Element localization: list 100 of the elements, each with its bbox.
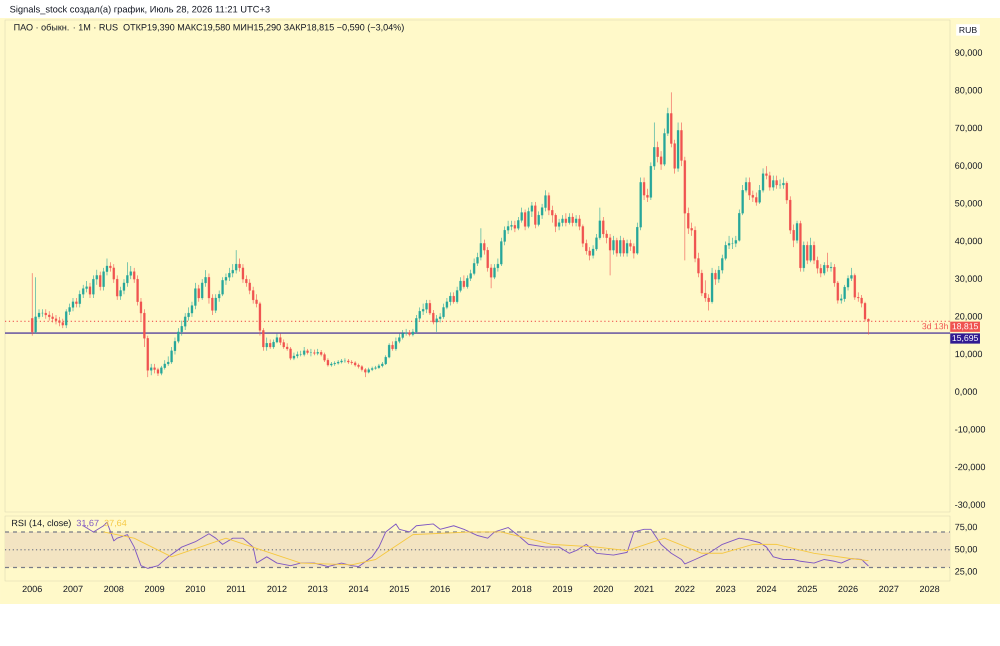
candlestick <box>415 314 418 334</box>
y-tick-label: 30,000 <box>955 275 982 283</box>
y-tick-label: 80,000 <box>955 87 982 95</box>
y-tick-label: 50,00 <box>955 546 978 554</box>
x-tick-label: 2013 <box>308 586 328 592</box>
candlestick <box>391 341 394 352</box>
y-tick-label: 50,000 <box>955 200 982 208</box>
candlestick <box>616 237 618 257</box>
candlestick <box>564 212 568 227</box>
x-tick-label: 2028 <box>920 586 940 592</box>
candlestick <box>452 292 455 304</box>
x-tick-label: 2012 <box>267 586 287 592</box>
candlestick <box>34 276 37 334</box>
candlestick <box>538 211 540 227</box>
ref-line-label: 18,815 <box>952 323 978 330</box>
candlestick <box>252 286 254 304</box>
y-tick-label: 90,000 <box>955 49 982 57</box>
x-tick-label: 2015 <box>390 586 410 592</box>
candlestick <box>554 212 557 232</box>
candlestick <box>823 262 826 276</box>
x-tick-label: 2018 <box>512 586 532 592</box>
candlestick <box>714 269 717 286</box>
candlestick <box>164 360 166 370</box>
candlestick <box>588 246 591 261</box>
chart-title: ПАО · обыкн. · 1M · RUS <box>14 24 118 30</box>
annotation: 31,67 <box>76 520 99 528</box>
candlestick <box>775 175 778 190</box>
candlestick <box>568 212 570 225</box>
candlestick <box>214 294 217 314</box>
y-axis-title: RUB <box>960 26 977 34</box>
candlestick <box>75 298 78 308</box>
candlestick <box>802 241 805 272</box>
candlestick <box>228 268 231 282</box>
candlestick <box>626 239 628 257</box>
text: Signals_stock создал(а) график, Июль 28, 2026 11:21 UTC+3 <box>10 6 270 14</box>
candlestick <box>153 364 156 374</box>
candlestick <box>796 220 798 244</box>
x-tick-label: 2019 <box>552 586 572 592</box>
y-tick-label: 60,000 <box>955 162 982 170</box>
candlestick <box>466 275 468 289</box>
candlestick <box>408 330 411 337</box>
candlestick <box>572 212 574 227</box>
candlestick <box>830 262 832 272</box>
candlestick <box>602 216 604 238</box>
candlestick <box>436 314 438 332</box>
candlestick <box>708 294 710 311</box>
candlestick <box>235 250 238 274</box>
candlestick <box>731 237 734 250</box>
candlestick <box>548 192 550 216</box>
candlestick <box>65 309 68 328</box>
candlestick <box>279 333 282 346</box>
candlestick <box>130 266 132 280</box>
candlestick <box>160 366 163 376</box>
candlestick <box>826 252 829 272</box>
candlestick <box>156 367 160 376</box>
candlestick <box>755 192 758 206</box>
x-tick-label: 2009 <box>144 586 164 592</box>
candlestick <box>622 237 625 257</box>
candlestick <box>344 358 346 364</box>
candlestick <box>632 243 636 259</box>
candlestick <box>558 218 560 230</box>
y-tick-label: 0,000 <box>955 388 978 396</box>
candlestick <box>642 177 646 200</box>
candlestick <box>72 298 74 312</box>
candlestick <box>310 348 312 357</box>
candlestick <box>150 364 152 376</box>
y-tick-label: -30,000 <box>955 501 986 509</box>
candlestick <box>422 303 424 316</box>
candlestick <box>289 346 292 360</box>
x-tick-label: 2007 <box>63 586 83 592</box>
candlestick <box>524 209 526 230</box>
y-tick-label: -20,000 <box>955 464 986 472</box>
x-tick-label: 2024 <box>756 586 776 592</box>
x-tick-label: 2025 <box>798 586 817 592</box>
x-tick-label: 2027 <box>879 586 898 592</box>
candlestick <box>92 275 95 298</box>
candlestick <box>58 316 61 327</box>
candlestick <box>806 241 808 264</box>
candlestick <box>809 237 812 263</box>
y-tick-label: 25,00 <box>955 568 978 576</box>
x-tick-label: 2011 <box>226 586 246 592</box>
candlestick <box>854 273 856 300</box>
y-tick-label: 70,000 <box>955 124 982 132</box>
candlestick <box>402 330 404 340</box>
candlestick <box>510 220 513 230</box>
candlestick <box>561 214 564 227</box>
candlestick <box>292 352 296 360</box>
y-tick-label: 40,000 <box>954 238 982 246</box>
x-tick-label: 2010 <box>186 586 206 592</box>
chart-title: RSI (14, close) <box>12 520 71 528</box>
candlestick <box>44 309 47 320</box>
y-tick-label: 75,00 <box>955 524 978 532</box>
x-tick-label: 2017 <box>471 586 491 592</box>
candlestick <box>449 292 452 306</box>
candlestick <box>282 339 285 350</box>
candlestick <box>534 202 536 229</box>
candlestick <box>302 346 306 357</box>
x-tick-label: 2006 <box>22 586 42 592</box>
x-tick-label: 2023 <box>716 586 736 592</box>
x-tick-label: 2016 <box>430 586 450 592</box>
